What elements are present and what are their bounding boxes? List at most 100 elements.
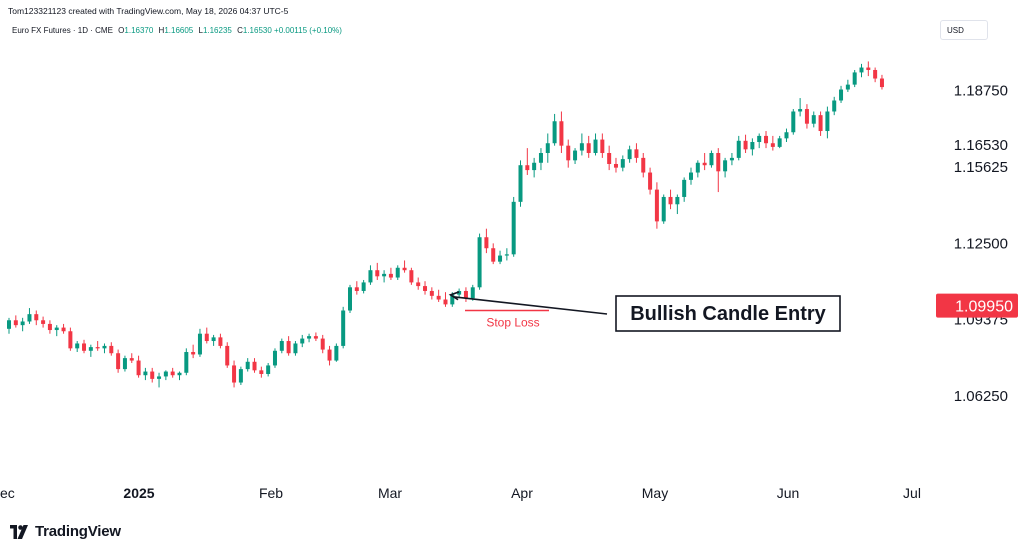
candle-body [54,327,59,331]
candle [423,281,428,295]
candle [75,341,80,353]
candle [313,332,318,342]
candle [470,284,475,301]
candle-body [552,121,557,144]
price-tick-label: 1.06250 [954,388,1008,405]
candle-body [170,371,175,376]
candle-body [259,370,264,374]
candle-body [538,153,543,163]
candle-body [839,89,844,101]
candle-body [689,172,693,180]
candle-body [177,372,182,376]
candle [593,133,598,156]
candle [320,334,325,354]
candle-body [450,294,455,305]
candle-body [873,69,878,79]
candle-body [723,160,728,172]
candle [232,360,237,388]
candle [620,155,625,172]
candle-body [197,333,202,355]
price-tick-label: 1.15625 [954,159,1008,176]
candle-body [218,337,223,346]
candle-body [784,132,789,139]
close-label: C [237,26,243,35]
candle [143,367,148,381]
time-tick-label: Feb [259,485,283,501]
candle [429,287,434,300]
candle [402,260,407,273]
candle-body [116,353,121,370]
time-tick-label: May [642,485,668,501]
candle-body [334,345,339,361]
candle [661,194,666,224]
candle-body [566,145,571,161]
candle [382,270,387,283]
candle [484,228,489,254]
candle-body [238,369,243,383]
candle-body [620,159,625,168]
candle-body [654,189,659,222]
candle-body [579,143,584,151]
candle-body [641,157,646,173]
symbol-title[interactable]: Euro FX Futures · 1D · CME [12,26,113,35]
candle-body [395,267,400,278]
tradingview-logo-icon [10,524,28,539]
candle [395,265,400,280]
candle [266,363,271,377]
time-tick-label: Mar [378,485,402,501]
candle [102,343,107,354]
candle [709,150,714,168]
candle-body [136,360,141,376]
candle [150,367,155,383]
candle [682,177,687,202]
candle [811,111,816,128]
candle [416,277,421,290]
low-value: 1.16235 [202,26,232,35]
candle-body [559,121,564,146]
currency-button[interactable]: USD [940,20,988,40]
candle [88,344,93,357]
candle [579,133,584,156]
candle-body [709,153,714,166]
candle-body [695,162,700,173]
price-axis: 1.187501.165301.156251.125001.093751.062… [936,83,1018,405]
annotations: Stop Loss Bullish Candle Entry [448,291,841,332]
candle-body [661,196,666,222]
footer-brand[interactable]: TradingView [8,523,121,540]
candle-body [68,331,73,349]
time-axis: ec 2025 Feb Mar Apr May Jun Jul [0,485,921,501]
candle [27,308,32,324]
candle [879,74,884,90]
candle-body [423,286,428,291]
candle-body [102,345,107,349]
candle [177,371,182,381]
candle-body [307,336,312,339]
candle-body [791,111,796,133]
candle-body [272,350,277,366]
close-value: 1.16530 [242,26,272,35]
candle [334,343,339,362]
candle [818,111,823,136]
candle-body [866,67,871,70]
candle-body [457,290,462,295]
candle [607,145,612,171]
candle [845,79,850,92]
candle-body [245,361,250,370]
candle-body [491,248,496,262]
candle [341,306,346,349]
candle [634,143,639,163]
candle-body [293,343,298,354]
time-tick-label: 2025 [123,485,154,501]
candle-body [525,165,530,171]
candle [54,325,59,337]
candle [259,366,264,378]
candle-body [859,67,864,73]
candle-body [634,149,639,158]
candle-body [532,162,537,171]
candle [225,342,230,368]
candle [839,85,844,103]
candle-body [382,273,387,277]
candle-body [252,361,257,371]
candle [293,341,298,356]
